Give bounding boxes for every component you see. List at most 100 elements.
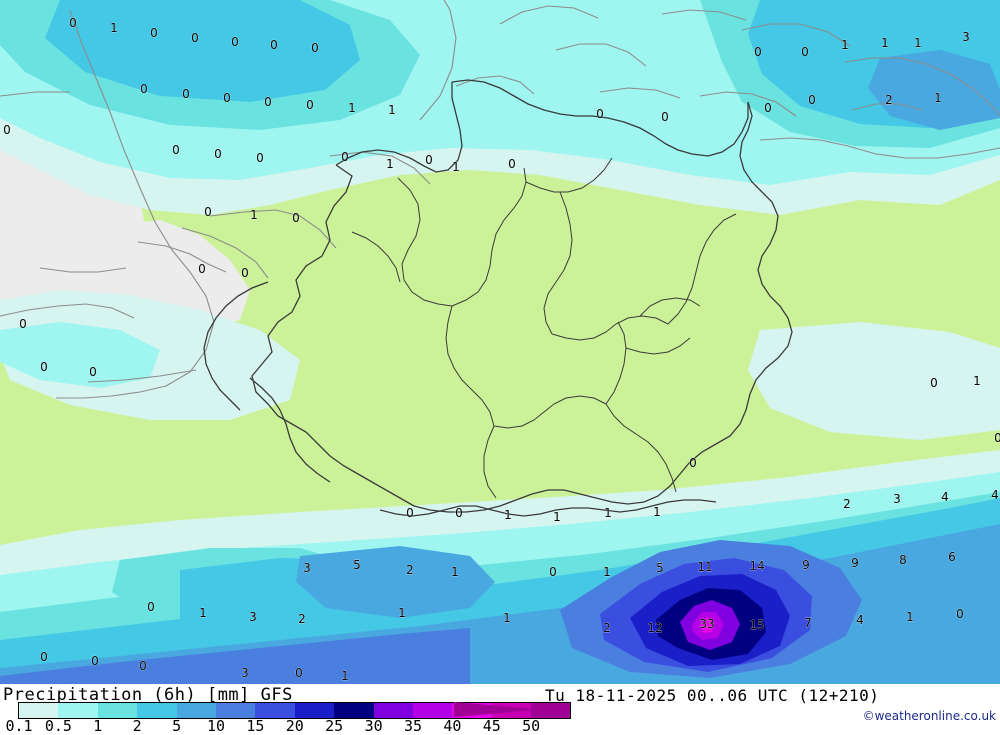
legend-tick-2: 2	[132, 717, 142, 735]
precip-value-label: 1	[348, 101, 356, 115]
precip-value-label: 5	[353, 558, 361, 572]
precip-value-label: 1	[553, 510, 561, 524]
legend-swatch-20	[294, 703, 335, 718]
legend-swatch-0.1	[19, 703, 59, 718]
precip-value-label: 0	[292, 211, 300, 225]
legend-overflow-arrow	[454, 702, 540, 717]
legend-swatch-35	[412, 703, 453, 718]
legend-swatch-1	[97, 703, 138, 718]
precip-value-label: 3	[962, 30, 970, 44]
legend-swatch-5	[176, 703, 216, 718]
precip-value-label: 0	[40, 360, 48, 374]
precip-value-label: 7	[804, 616, 812, 630]
precip-value-label: 4	[856, 613, 864, 627]
precip-value-label: 12	[647, 621, 663, 635]
precip-value-label: 1	[914, 36, 922, 50]
precip-value-label: 1	[653, 505, 661, 519]
precip-value-label: 0	[172, 143, 180, 157]
legend-tick-labels: 0.1 0.5 1 2 5 10 15 20 25 30 35 40 45 50	[0, 717, 540, 735]
precip-value-label: 2	[406, 563, 414, 577]
precip-value-label: 0	[306, 98, 314, 112]
precip-value-label: 0	[139, 659, 147, 673]
precip-value-label: 0	[40, 650, 48, 664]
precip-value-label: 0	[3, 123, 11, 137]
precip-value-label: 1	[934, 91, 942, 105]
precip-value-label: 1	[503, 611, 511, 625]
precip-value-label: 1	[199, 606, 207, 620]
precip-value-label: 9	[802, 558, 810, 572]
legend-tick-20: 20	[285, 717, 304, 735]
precip-value-label: 1	[398, 606, 406, 620]
precip-value-label: 0	[204, 205, 212, 219]
precip-value-label: 1	[603, 565, 611, 579]
footer-bar: Precipitation (6h) [mm] GFS Tu 18-11-202…	[0, 684, 1000, 735]
precip-value-label: 1	[906, 610, 914, 624]
precip-value-label: 0	[140, 82, 148, 96]
legend-tick-15: 15	[246, 717, 265, 735]
precip-value-label: 0	[801, 45, 809, 59]
precip-value-label: 0	[270, 38, 278, 52]
legend-tick-35: 35	[403, 717, 423, 735]
precip-value-label: 0	[425, 153, 433, 167]
chart-title: Precipitation (6h) [mm] GFS	[3, 685, 293, 705]
precip-value-label: 1	[452, 160, 460, 174]
precip-value-label: 1	[250, 208, 258, 222]
precip-value-label: 0	[956, 607, 964, 621]
legend-swatch-30	[373, 703, 413, 718]
legend-tick-0.1: 0.1	[5, 717, 33, 735]
precip-value-label: 0	[231, 35, 239, 49]
precip-value-label: 11	[697, 560, 713, 574]
precip-value-label: 3	[249, 610, 257, 624]
precip-value-label: 0	[661, 110, 669, 124]
precip-value-label: 2	[843, 497, 851, 511]
legend-tick-10: 10	[206, 717, 226, 735]
precip-value-label: 2	[603, 621, 611, 635]
precip-value-label: 0	[508, 157, 516, 171]
precip-value-label: 0	[223, 91, 231, 105]
precip-value-label: 0	[808, 93, 816, 107]
precip-value-label: 0	[91, 654, 99, 668]
legend-swatch-25	[334, 703, 374, 718]
precip-value-label: 0	[295, 666, 303, 680]
legend-swatch-10	[215, 703, 256, 718]
precip-value-label: 0	[69, 16, 77, 30]
precip-value-label: 1	[881, 36, 889, 50]
legend-tick-25: 25	[325, 717, 344, 735]
legend-swatch-2	[137, 703, 177, 718]
precip-value-label: 1	[841, 38, 849, 52]
precip-value-label: 0	[256, 151, 264, 165]
valid-time-stamp: Tu 18-11-2025 00..06 UTC (12+210)	[545, 686, 880, 705]
precip-value-label: 1	[388, 103, 396, 117]
copyright-notice: ©weatheronline.co.uk	[862, 709, 996, 723]
precip-value-label: 0	[341, 150, 349, 164]
precip-value-label: 1	[504, 508, 512, 522]
precip-value-label: 0	[198, 262, 206, 276]
precip-value-label: 14	[749, 559, 765, 573]
precip-value-label: 3	[241, 666, 249, 680]
legend-tick-1: 1	[93, 717, 103, 735]
precip-value-label: 0	[241, 266, 249, 280]
precip-value-label: 0	[147, 600, 155, 614]
legend-tick-40: 40	[443, 717, 462, 735]
precip-value-label: 5	[656, 561, 664, 575]
precip-value-label: 1	[604, 506, 612, 520]
precip-value-label: 6	[948, 550, 956, 564]
precip-value-label: 0	[455, 506, 463, 520]
precip-value-label: 1	[110, 21, 118, 35]
legend-tick-45: 45	[482, 717, 501, 735]
precip-value-label: 0	[191, 31, 199, 45]
precip-band-35	[692, 612, 724, 640]
precip-value-label: 4	[941, 490, 949, 504]
precip-value-label: 2	[298, 612, 306, 626]
precip-value-label: 0	[549, 565, 557, 579]
precip-value-label: 0	[182, 87, 190, 101]
precip-value-label: 1	[451, 565, 459, 579]
precip-value-label: 0	[994, 431, 1000, 445]
legend-tick-30: 30	[364, 717, 383, 735]
precip-value-label: 0	[754, 45, 762, 59]
precip-value-label: 0	[19, 317, 27, 331]
legend-swatch-0.5	[58, 703, 98, 718]
precip-value-label: 0	[930, 376, 938, 390]
